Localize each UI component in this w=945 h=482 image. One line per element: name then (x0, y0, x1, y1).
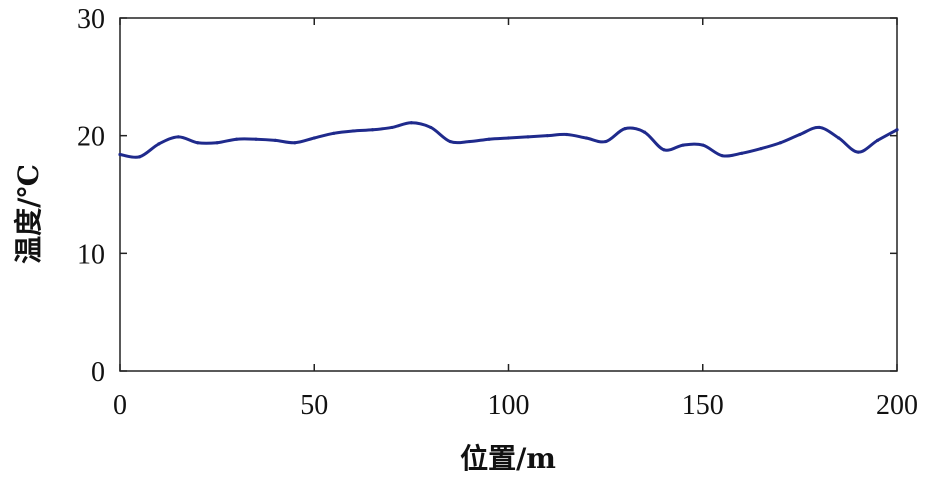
temperature-series-points (118, 121, 899, 159)
x-tick-labels: 0 50 100 150 200 (113, 390, 918, 421)
data-point-10 (312, 136, 316, 140)
data-point-26 (623, 127, 627, 131)
data-point-5 (215, 141, 219, 145)
data-point-13 (370, 128, 375, 132)
data-point-19 (487, 137, 491, 141)
data-point-6 (234, 137, 239, 141)
x-tick-label-1: 50 (300, 390, 328, 421)
data-point-0 (118, 152, 122, 157)
data-point-28 (662, 148, 666, 152)
data-point-37 (837, 136, 841, 140)
y-tick-label-0: 0 (91, 357, 105, 388)
data-point-4 (196, 141, 200, 145)
data-point-31 (720, 154, 724, 158)
x-axis-title: 位置/m (460, 442, 556, 475)
y-tick-label-2: 20 (77, 122, 105, 153)
data-point-24 (584, 136, 588, 140)
data-point-12 (351, 129, 355, 133)
y-tick-labels: 0 10 20 30 (77, 4, 105, 388)
x-tick-label-0: 0 (113, 390, 127, 421)
data-point-35 (798, 132, 802, 137)
data-point-33 (759, 147, 763, 151)
data-point-38 (856, 150, 860, 154)
data-point-40 (895, 128, 899, 132)
data-point-30 (701, 143, 705, 147)
data-point-34 (778, 141, 783, 145)
data-point-21 (526, 135, 530, 139)
data-point-23 (565, 132, 569, 137)
data-point-29 (681, 143, 685, 147)
data-point-15 (409, 121, 413, 125)
data-point-39 (875, 138, 880, 142)
data-point-20 (506, 136, 511, 140)
data-point-25 (604, 139, 608, 144)
plot-frame (119, 17, 898, 372)
data-point-17 (448, 139, 452, 144)
data-point-22 (545, 134, 549, 138)
data-point-36 (817, 125, 821, 130)
data-point-16 (429, 125, 433, 130)
y-axis-title: 温度/℃ (12, 164, 45, 264)
data-point-1 (137, 155, 142, 159)
data-point-3 (176, 135, 180, 139)
x-tick-label-4: 200 (876, 390, 918, 421)
data-point-14 (390, 125, 394, 130)
data-point-11 (332, 131, 336, 135)
x-tick-label-2: 100 (488, 390, 530, 421)
x-tick-label-3: 150 (682, 390, 724, 421)
data-point-18 (468, 139, 472, 144)
data-point-8 (273, 138, 277, 142)
data-point-2 (157, 142, 161, 146)
y-tick-label-1: 10 (77, 239, 105, 270)
data-point-32 (740, 151, 744, 155)
y-tick-label-3: 30 (77, 4, 105, 35)
data-point-7 (254, 137, 258, 141)
data-point-9 (293, 141, 297, 145)
data-point-27 (642, 130, 647, 134)
axis-ticks (119, 17, 898, 372)
